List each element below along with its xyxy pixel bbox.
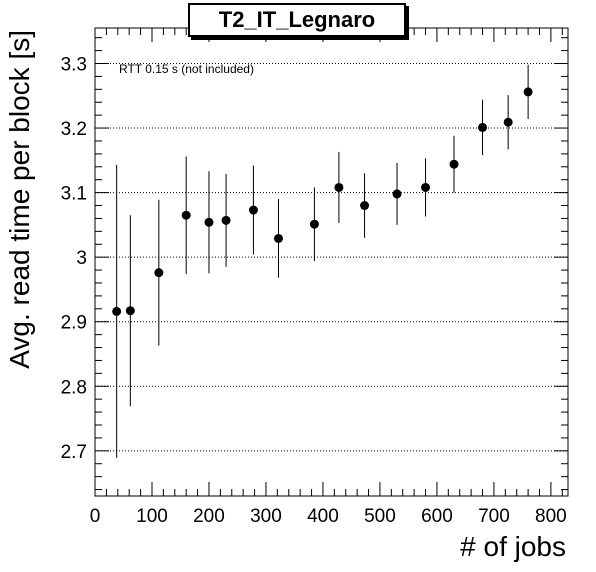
data-point: [221, 215, 231, 225]
y-tick-label: 2.8: [61, 377, 87, 398]
x-tick-label: 300: [250, 506, 282, 527]
data-point: [523, 87, 533, 97]
x-tick-label: 200: [193, 506, 225, 527]
data-point: [449, 159, 459, 169]
x-tick-label: 100: [136, 506, 168, 527]
error-bars: [116, 64, 529, 458]
x-axis-label: # of jobs: [460, 531, 566, 562]
data-point: [248, 205, 258, 215]
y-tick-label: 3: [76, 248, 87, 269]
data-point: [360, 201, 370, 211]
y-tick-label: 3.2: [61, 119, 87, 140]
grid-lines: [95, 63, 568, 452]
data-point: [503, 117, 513, 127]
y-tick-label: 2.7: [61, 442, 87, 463]
plot-frame: [94, 27, 569, 497]
x-tick-label: 0: [90, 506, 101, 527]
x-tick-label: 800: [535, 506, 567, 527]
data-point: [478, 122, 488, 132]
data-point: [154, 268, 164, 278]
y-tick-label: 3.3: [61, 55, 87, 76]
x-tick-label: 700: [478, 506, 510, 527]
data-point: [274, 233, 284, 243]
y-tick-label: 3.1: [61, 184, 87, 205]
y-tick-label: 2.9: [61, 313, 87, 334]
data-point: [309, 219, 319, 229]
x-tick-label: 600: [421, 506, 453, 527]
data-point: [421, 182, 431, 192]
axis-ticks: 2.7 2.8 2.9 3 3.1 3.2 3.3 0 100 200 300 400 500 600 70…: [61, 28, 568, 527]
x-tick-label: 500: [364, 506, 396, 527]
data-point: [112, 306, 122, 316]
data-point: [181, 210, 191, 220]
chart-title: T2_IT_Legnaro: [188, 3, 406, 37]
x-tick-label: 400: [307, 506, 339, 527]
data-point: [334, 182, 344, 192]
y-axis-label: Avg. read time per block [s]: [4, 30, 35, 369]
data-points: [112, 87, 533, 316]
data-point: [125, 306, 135, 316]
data-point: [392, 189, 402, 199]
annotation-text: RTT 0.15 s (not included): [119, 62, 254, 76]
data-point: [204, 217, 214, 227]
